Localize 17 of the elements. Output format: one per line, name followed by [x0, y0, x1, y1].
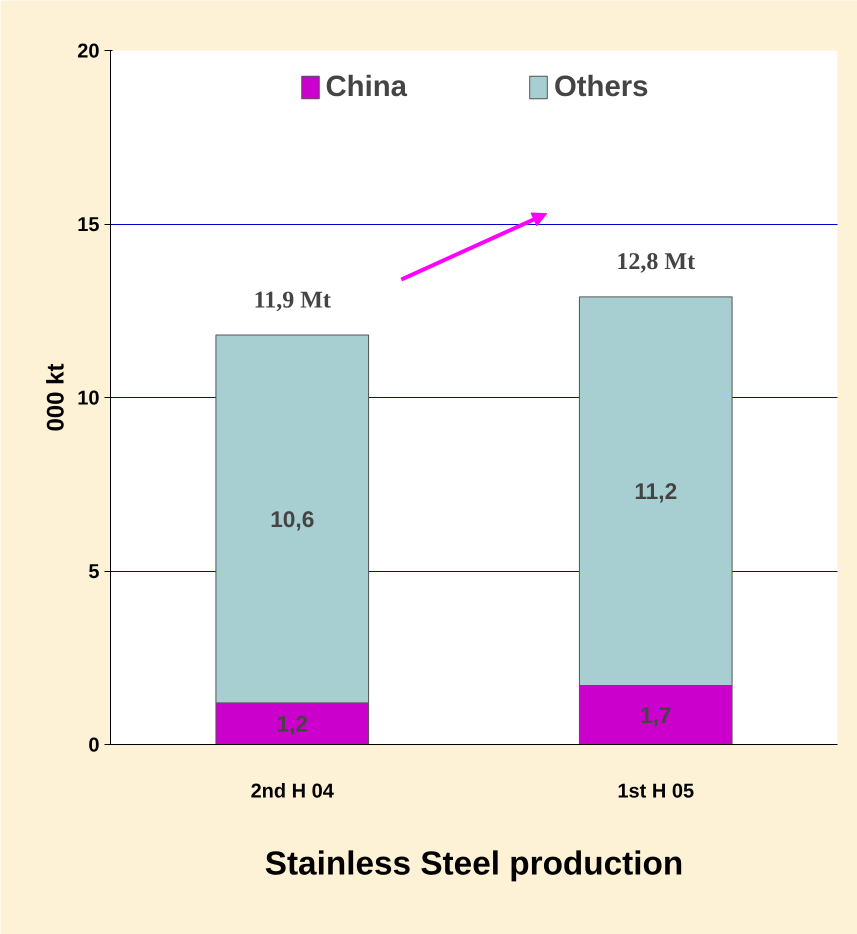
legend-label: China: [326, 70, 407, 104]
x-tick-label: 1st H 05: [617, 780, 694, 802]
y-tick-label: 10: [77, 388, 100, 410]
total-label: 11,9 Mt: [254, 287, 331, 314]
total-label: 12,8 Mt: [616, 249, 696, 276]
data-label: 10,6: [270, 506, 314, 532]
x-axis-title: Stainless Steel production: [264, 846, 684, 882]
y-tick-label: 5: [88, 561, 100, 583]
y-tick-label: 20: [77, 40, 100, 62]
y-axis-title: 000 kt: [42, 363, 70, 432]
data-label: 11,2: [634, 478, 678, 504]
x-tick-label: 2nd H 04: [250, 780, 335, 802]
data-label: 1,2: [276, 710, 308, 737]
y-tick-label: 15: [77, 214, 100, 236]
data-label: 1,7: [640, 702, 672, 728]
y-tick-label: 0: [88, 734, 100, 756]
legend-label: Others: [554, 70, 648, 104]
